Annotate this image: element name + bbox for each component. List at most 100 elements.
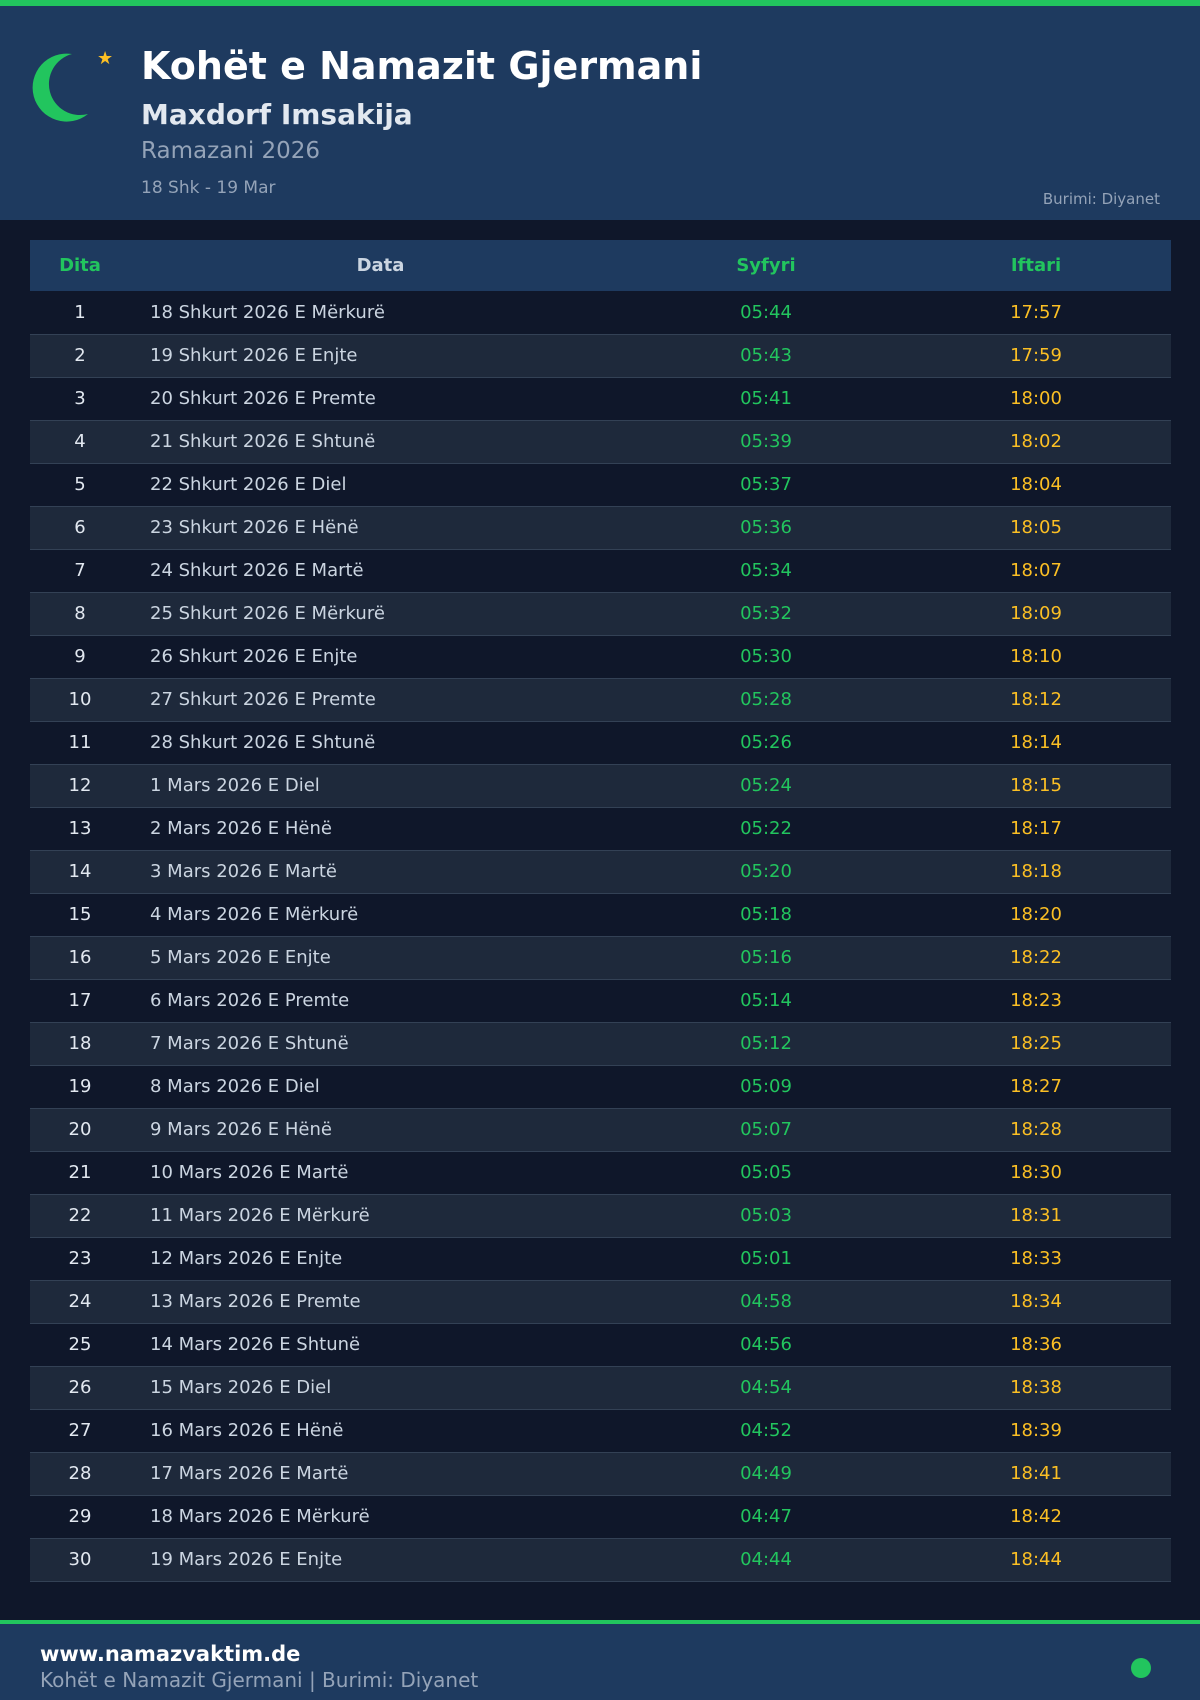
suhoor-time: 05:05 (631, 1151, 901, 1195)
iftar-time: 18:22 (901, 936, 1171, 980)
prayer-times-table: Dita Data Syfyri Iftari 1 18 Shkurt 2026 … (30, 240, 1171, 1582)
iftar-time: 18:41 (901, 1452, 1171, 1496)
suhoor-time: 05:14 (631, 979, 901, 1023)
suhoor-time: 05:26 (631, 721, 901, 765)
table-row: 23 12 Mars 2026 E Enjte 05:01 18:33 (30, 1237, 1171, 1281)
date: 24 Shkurt 2026 E Martë (130, 549, 631, 593)
iftar-time: 18:30 (901, 1151, 1171, 1195)
col-header-day: Dita (30, 240, 130, 291)
table-row: 24 13 Mars 2026 E Premte 04:58 18:34 (30, 1280, 1171, 1324)
col-header-suhoor: Syfyri (631, 240, 901, 291)
table-row: 7 24 Shkurt 2026 E Martë 05:34 18:07 (30, 549, 1171, 593)
date: 22 Shkurt 2026 E Diel (130, 463, 631, 507)
table-row: 19 8 Mars 2026 E Diel 05:09 18:27 (30, 1065, 1171, 1109)
day-number: 2 (30, 334, 130, 378)
page-title: Kohët e Namazit Gjermani (141, 44, 703, 88)
suhoor-time: 05:41 (631, 377, 901, 421)
date: 8 Mars 2026 E Diel (130, 1065, 631, 1109)
header: ★ Kohët e Namazit Gjermani Maxdorf Imsak… (0, 6, 1200, 220)
date: 19 Mars 2026 E Enjte (130, 1538, 631, 1582)
date: 23 Shkurt 2026 E Hënë (130, 506, 631, 550)
suhoor-time: 05:24 (631, 764, 901, 808)
table-row: 6 23 Shkurt 2026 E Hënë 05:36 18:05 (30, 506, 1171, 550)
table-row: 25 14 Mars 2026 E Shtunë 04:56 18:36 (30, 1323, 1171, 1367)
suhoor-time: 05:28 (631, 678, 901, 722)
day-number: 1 (30, 291, 130, 335)
iftar-time: 18:10 (901, 635, 1171, 679)
date: 26 Shkurt 2026 E Enjte (130, 635, 631, 679)
source-label: Burimi: Diyanet (1042, 190, 1160, 208)
table-row: 8 25 Shkurt 2026 E Mërkurë 05:32 18:09 (30, 592, 1171, 636)
iftar-time: 17:57 (901, 291, 1171, 335)
day-number: 7 (30, 549, 130, 593)
date: 17 Mars 2026 E Martë (130, 1452, 631, 1496)
table-row: 4 21 Shkurt 2026 E Shtunë 05:39 18:02 (30, 420, 1171, 464)
day-number: 21 (30, 1151, 130, 1195)
date: 9 Mars 2026 E Hënë (130, 1108, 631, 1152)
day-number: 5 (30, 463, 130, 507)
table-row: 10 27 Shkurt 2026 E Premte 05:28 18:12 (30, 678, 1171, 722)
date: 13 Mars 2026 E Premte (130, 1280, 631, 1324)
day-number: 23 (30, 1237, 130, 1281)
date: 5 Mars 2026 E Enjte (130, 936, 631, 980)
suhoor-time: 05:18 (631, 893, 901, 937)
iftar-time: 18:07 (901, 549, 1171, 593)
date: 12 Mars 2026 E Enjte (130, 1237, 631, 1281)
suhoor-time: 05:03 (631, 1194, 901, 1238)
day-number: 27 (30, 1409, 130, 1453)
suhoor-time: 04:44 (631, 1538, 901, 1582)
iftar-time: 18:44 (901, 1538, 1171, 1582)
table-row: 22 11 Mars 2026 E Mërkurë 05:03 18:31 (30, 1194, 1171, 1238)
day-number: 10 (30, 678, 130, 722)
suhoor-time: 05:39 (631, 420, 901, 464)
iftar-time: 18:02 (901, 420, 1171, 464)
day-number: 4 (30, 420, 130, 464)
iftar-time: 18:20 (901, 893, 1171, 937)
day-number: 13 (30, 807, 130, 851)
day-number: 12 (30, 764, 130, 808)
date: 21 Shkurt 2026 E Shtunë (130, 420, 631, 464)
iftar-time: 18:17 (901, 807, 1171, 851)
date: 10 Mars 2026 E Martë (130, 1151, 631, 1195)
date: 19 Shkurt 2026 E Enjte (130, 334, 631, 378)
suhoor-time: 04:58 (631, 1280, 901, 1324)
ramadan-year: Ramazani 2026 (141, 138, 321, 164)
suhoor-time: 05:37 (631, 463, 901, 507)
table-row: 17 6 Mars 2026 E Premte 05:14 18:23 (30, 979, 1171, 1023)
suhoor-time: 05:16 (631, 936, 901, 980)
iftar-time: 18:23 (901, 979, 1171, 1023)
day-number: 6 (30, 506, 130, 550)
iftar-time: 18:28 (901, 1108, 1171, 1152)
date: 3 Mars 2026 E Martë (130, 850, 631, 894)
day-number: 16 (30, 936, 130, 980)
day-number: 19 (30, 1065, 130, 1109)
date: 27 Shkurt 2026 E Premte (130, 678, 631, 722)
suhoor-time: 05:36 (631, 506, 901, 550)
footer-text: Kohët e Namazit Gjermani | Burimi: Diyan… (40, 1668, 479, 1692)
day-number: 22 (30, 1194, 130, 1238)
date: 18 Mars 2026 E Mërkurë (130, 1495, 631, 1539)
day-number: 8 (30, 592, 130, 636)
iftar-time: 18:12 (901, 678, 1171, 722)
date-range: 18 Shk - 19 Mar (141, 178, 276, 198)
iftar-time: 18:42 (901, 1495, 1171, 1539)
suhoor-time: 05:44 (631, 291, 901, 335)
day-number: 29 (30, 1495, 130, 1539)
date: 16 Mars 2026 E Hënë (130, 1409, 631, 1453)
suhoor-time: 04:52 (631, 1409, 901, 1453)
iftar-time: 18:05 (901, 506, 1171, 550)
table-row: 15 4 Mars 2026 E Mërkurë 05:18 18:20 (30, 893, 1171, 937)
date: 1 Mars 2026 E Diel (130, 764, 631, 808)
iftar-time: 18:39 (901, 1409, 1171, 1453)
iftar-time: 18:38 (901, 1366, 1171, 1410)
suhoor-time: 05:12 (631, 1022, 901, 1066)
suhoor-time: 05:22 (631, 807, 901, 851)
table-row: 26 15 Mars 2026 E Diel 04:54 18:38 (30, 1366, 1171, 1410)
iftar-time: 18:25 (901, 1022, 1171, 1066)
day-number: 30 (30, 1538, 130, 1582)
table-row: 1 18 Shkurt 2026 E Mërkurë 05:44 17:57 (30, 291, 1171, 335)
footer-site-link[interactable]: www.namazvaktim.de (40, 1642, 301, 1666)
suhoor-time: 04:49 (631, 1452, 901, 1496)
table-row: 12 1 Mars 2026 E Diel 05:24 18:15 (30, 764, 1171, 808)
table-row: 13 2 Mars 2026 E Hënë 05:22 18:17 (30, 807, 1171, 851)
